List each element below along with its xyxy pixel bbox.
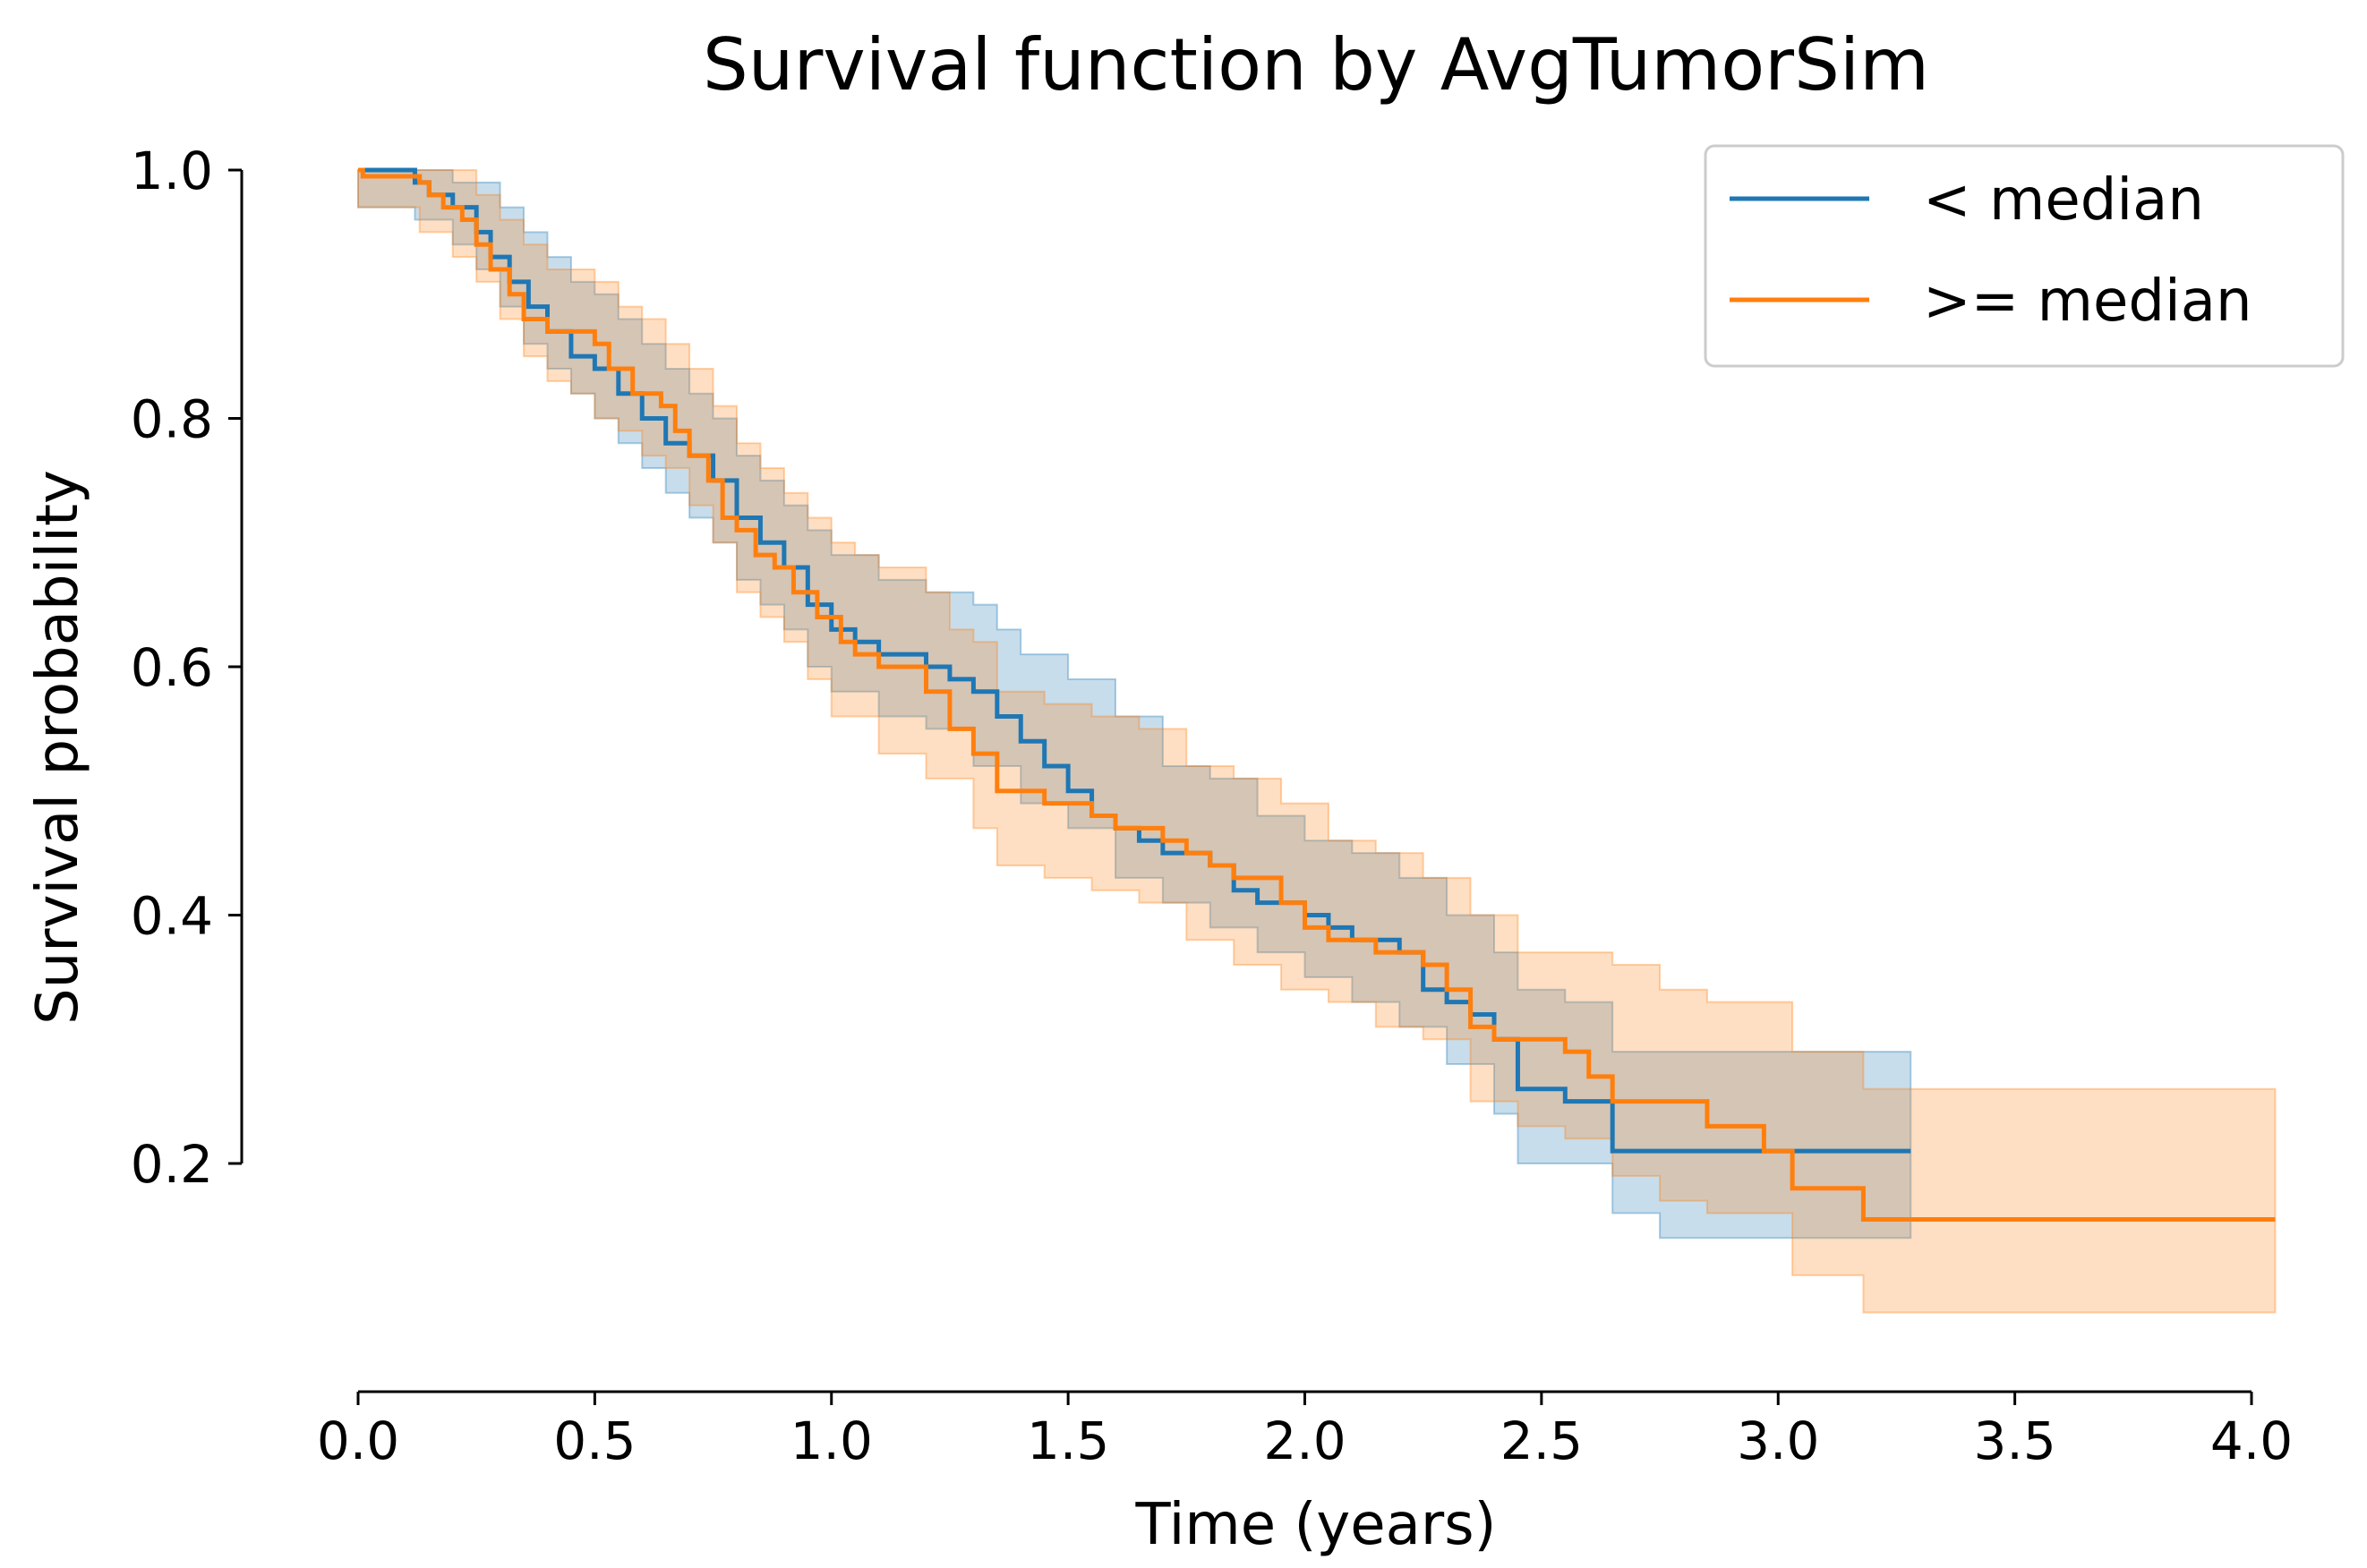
y-tick-label: 0.6 bbox=[131, 637, 213, 698]
survival-curves bbox=[358, 167, 2276, 1222]
chart-title: Survival function by AvgTumorSim bbox=[703, 23, 1929, 107]
survival-curve-above-median bbox=[358, 167, 2276, 1222]
y-axis-title: Survival probability bbox=[25, 470, 91, 1025]
y-axis-ticks: 0.2 0.4 0.6 0.8 1.0 bbox=[131, 141, 242, 1195]
x-tick-label: 0.5 bbox=[553, 1410, 636, 1471]
y-tick-label: 0.8 bbox=[131, 389, 213, 450]
confidence-bands bbox=[357, 169, 2277, 1314]
x-tick-label: 3.5 bbox=[1974, 1410, 2056, 1471]
x-tick-label: 4.0 bbox=[2210, 1410, 2293, 1471]
legend: < median >= median bbox=[1704, 144, 2345, 368]
x-tick-label: 0.0 bbox=[317, 1410, 399, 1471]
legend-label-below-median: < median bbox=[1923, 167, 2204, 234]
confidence-band-above-median bbox=[357, 169, 2277, 1314]
survival-curve-below-median bbox=[358, 167, 1911, 1154]
x-axis: 0.0 0.5 1.0 1.5 2.0 2.5 3.0 3.5 4.0 bbox=[317, 1390, 2293, 1471]
confidence-band-below-median bbox=[357, 169, 1912, 1240]
x-tick-label: 2.0 bbox=[1263, 1410, 1346, 1471]
y-axis: 0.2 0.4 0.6 0.8 1.0 bbox=[131, 141, 244, 1195]
x-axis-ticks: 0.0 0.5 1.0 1.5 2.0 2.5 3.0 3.5 4.0 bbox=[317, 1392, 2293, 1471]
x-tick-label: 1.0 bbox=[790, 1410, 873, 1471]
x-tick-label: 1.5 bbox=[1027, 1410, 1109, 1471]
y-tick-label: 1.0 bbox=[131, 141, 213, 201]
x-tick-label: 3.0 bbox=[1737, 1410, 1819, 1471]
x-tick-label: 2.5 bbox=[1500, 1410, 1583, 1471]
x-axis-title: Time (years) bbox=[1134, 1492, 1496, 1558]
legend-label-above-median: >= median bbox=[1923, 268, 2252, 335]
y-tick-label: 0.4 bbox=[131, 886, 213, 947]
y-tick-label: 0.2 bbox=[131, 1134, 213, 1195]
